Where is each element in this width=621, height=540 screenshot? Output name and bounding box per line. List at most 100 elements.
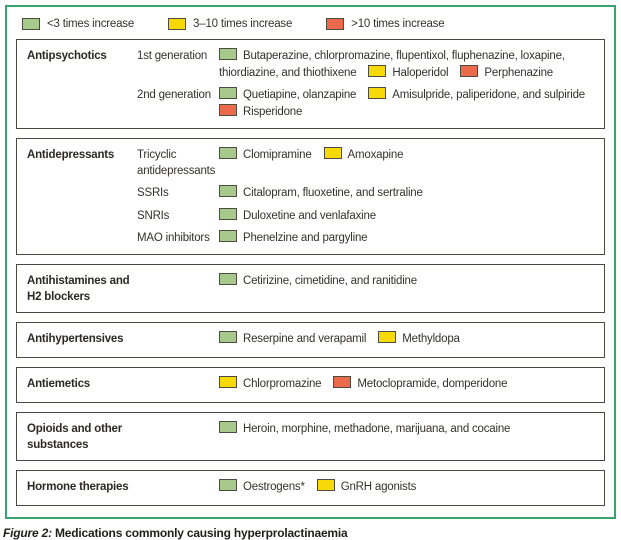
drug-items: Duloxetine and venlafaxine <box>219 207 596 225</box>
drug-item: Clomipramine <box>219 146 312 161</box>
green-swatch-icon <box>219 146 237 159</box>
drug-item: Risperidone <box>219 104 303 119</box>
section-box: Opioids and other substances Heroin, morp… <box>16 412 605 462</box>
section-row: Cetirizine, cimetidine, and ranitidine <box>137 272 596 290</box>
subcategory-label: SNRIs <box>137 209 170 222</box>
section-category: Antiemetics <box>27 378 90 391</box>
drug-items: Clomipramine Amoxapine <box>219 146 596 179</box>
sections-container: Antipsychotics 1st generation Butaperazine… <box>16 39 605 507</box>
section-rows: Heroin, morphine, methadone, marijuana, … <box>137 420 596 453</box>
drug-item: Metoclopramide, domperidone <box>333 376 508 390</box>
drug-item: Oestrogens* <box>219 479 305 494</box>
subcategory-label: SSRIs <box>137 186 169 199</box>
section-row: 1st generation Butaperazine, chlorpromazi… <box>137 47 596 81</box>
green-swatch-icon <box>219 184 237 197</box>
green-swatch-icon <box>219 230 237 243</box>
drug-item-text: Reserpine and verapamil <box>243 333 367 346</box>
section-rows: Cetirizine, cimetidine, and ranitidine <box>137 272 596 305</box>
yellow-swatch-icon <box>316 479 335 492</box>
drug-items: Oestrogens* GnRH agonists <box>219 478 596 496</box>
drug-item: Duloxetine and venlafaxine <box>219 207 376 222</box>
section-row: 2nd generation Quetiapine, olanzapine Ami… <box>137 86 596 120</box>
drug-item: Quetiapine, olanzapine <box>219 87 357 102</box>
drug-item-text: Duloxetine and venlafaxine <box>243 209 376 222</box>
green-swatch-icon <box>219 272 237 285</box>
legend: <3 times increase 3–10 times increase >10 … <box>16 15 605 39</box>
section-box: Antidepressants Tricyclic antidepressants… <box>16 137 605 255</box>
section-box: Antihypertensives Reserpine and verapamil… <box>16 322 605 359</box>
section-row: Oestrogens* GnRH agonists <box>137 478 596 496</box>
figure-frame: <3 times increase 3–10 times increase >10 … <box>5 5 616 520</box>
legend-entry: 3–10 times increase <box>168 18 292 30</box>
drug-item-text: Amoxapine <box>347 148 404 161</box>
drug-item-text: Amisulpride, paliperidone, and sulpiride <box>392 89 585 102</box>
section-row: MAO inhibitors Phenelzine and pargyline <box>137 229 596 247</box>
section-category: Opioids and other substances <box>27 423 122 452</box>
section-category: Antidepressants <box>27 148 115 161</box>
drug-item-text: GnRH agonists <box>340 481 417 494</box>
drug-item-text: Clomipramine <box>243 148 312 161</box>
yellow-swatch-icon <box>368 64 387 77</box>
legend-entry: >10 times increase <box>326 18 445 30</box>
section-row: Tricyclic antidepressants Clomipramine Am… <box>137 146 596 179</box>
section-box: Antipsychotics 1st generation Butaperazine… <box>16 39 605 129</box>
red-swatch-icon <box>326 18 345 30</box>
drug-item-text: Phenelzine and pargyline <box>243 232 368 245</box>
green-swatch-icon <box>219 479 237 492</box>
section-rows: Chlorpromazine Metoclopramide, domperido… <box>137 375 596 395</box>
drug-item: Reserpine and verapamil <box>219 331 367 346</box>
subcategory-label <box>137 375 219 393</box>
subcategory-label <box>137 272 219 290</box>
drug-item-text: Oestrogens* <box>243 481 305 494</box>
section-box: Antiemetics Chlorpromazine Metoclopramide… <box>16 367 605 404</box>
section-row: Reserpine and verapamil Methyldopa <box>137 330 596 348</box>
figure-caption-text: Medications commonly causing hyperprolac… <box>55 526 348 540</box>
drug-item: Methyldopa <box>378 331 460 345</box>
section-box: Antihistamines and H2 blockers Cetirizine… <box>16 263 605 314</box>
subcategory-label: 1st generation <box>137 50 208 62</box>
drug-item-text: Haloperidol <box>392 66 449 79</box>
drug-items: Cetirizine, cimetidine, and ranitidine <box>219 272 596 290</box>
drug-item: Phenelzine and pargyline <box>219 230 368 245</box>
section-category: Antipsychotics <box>27 50 107 62</box>
section-rows: Tricyclic antidepressants Clomipramine Am… <box>137 146 596 247</box>
drug-item-text: Risperidone <box>243 106 303 119</box>
subcategory-label <box>137 478 219 496</box>
green-swatch-icon <box>219 207 237 220</box>
drug-items: Reserpine and verapamil Methyldopa <box>219 330 596 348</box>
drug-item: Amisulpride, paliperidone, and sulpiride <box>368 87 585 102</box>
section-rows: Oestrogens* GnRH agonists <box>137 478 596 498</box>
drug-item: Butaperazine, chlorpromazine, flupentixo… <box>219 48 565 79</box>
legend-label: <3 times increase <box>47 18 135 30</box>
section-category: Hormone therapies <box>27 481 129 494</box>
section-row: SSRIs Citalopram, fluoxetine, and sertral… <box>137 184 596 202</box>
yellow-swatch-icon <box>378 331 397 344</box>
drug-item: Amoxapine <box>323 146 404 161</box>
section-category: Antihistamines and H2 blockers <box>27 274 130 303</box>
drug-item: Haloperidol <box>368 64 449 79</box>
yellow-swatch-icon <box>323 146 342 159</box>
drug-item: Cetirizine, cimetidine, and ranitidine <box>219 272 417 287</box>
drug-item: Perphenazine <box>460 64 553 79</box>
section-row: SNRIs Duloxetine and venlafaxine <box>137 207 596 225</box>
section-rows: 1st generation Butaperazine, chlorpromazi… <box>137 47 596 121</box>
subcategory-label <box>137 420 219 438</box>
legend-entry: <3 times increase <box>22 18 134 30</box>
section-row: Heroin, morphine, methadone, marijuana, … <box>137 420 596 438</box>
green-swatch-icon <box>219 421 237 434</box>
legend-label: >10 times increase <box>351 18 445 30</box>
section-category: Antihypertensives <box>27 333 124 346</box>
figure-caption-label: Figure 2: <box>3 526 52 540</box>
figure-caption: Figure 2: Medications commonly causing h… <box>3 526 618 540</box>
legend-label: 3–10 times increase <box>193 18 293 30</box>
drug-item: GnRH agonists <box>316 479 417 494</box>
drug-items: Phenelzine and pargyline <box>219 229 596 247</box>
subcategory-label: MAO inhibitors <box>137 232 210 245</box>
drug-items: Citalopram, fluoxetine, and sertraline <box>219 184 596 202</box>
yellow-swatch-icon <box>219 376 237 389</box>
green-swatch-icon <box>219 87 237 100</box>
subcategory-label: 2nd generation <box>137 89 211 102</box>
drug-items: Heroin, morphine, methadone, marijuana, … <box>219 420 596 438</box>
yellow-swatch-icon <box>168 18 187 30</box>
drug-item-text: Quetiapine, olanzapine <box>243 89 357 102</box>
